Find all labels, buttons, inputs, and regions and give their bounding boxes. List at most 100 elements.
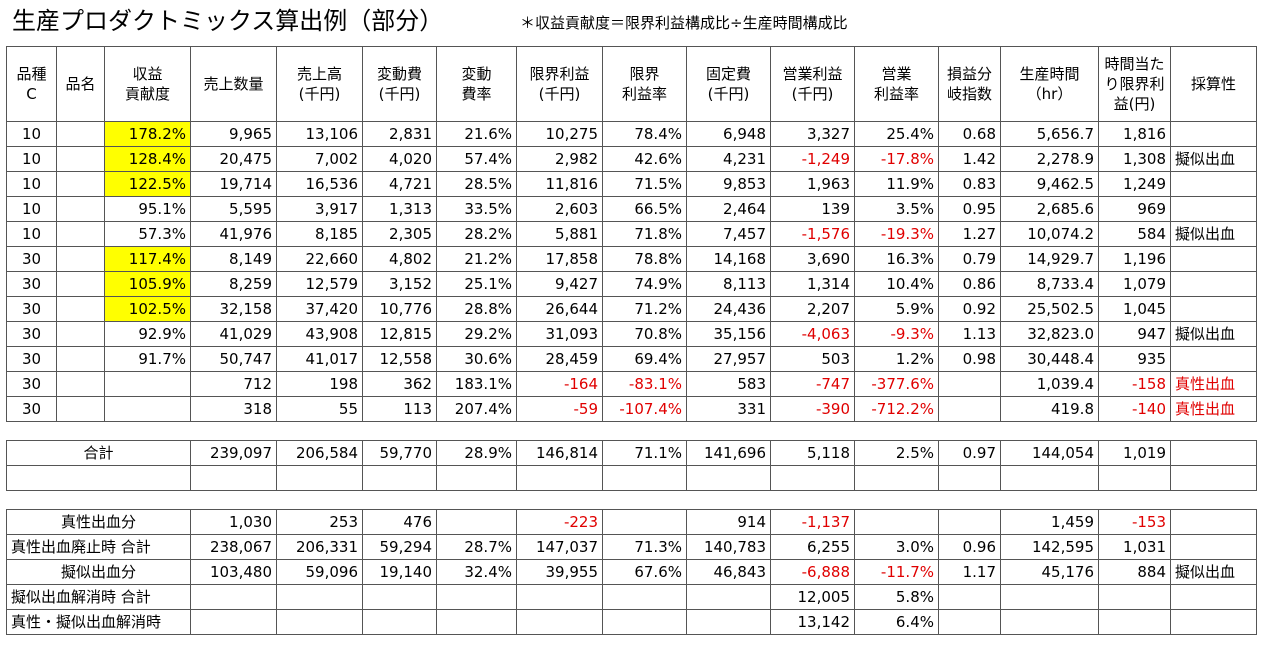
table-cell <box>1170 296 1257 322</box>
spacer-row <box>7 422 1257 441</box>
table-cell: 206,584 <box>276 440 363 466</box>
table-cell: 1,079 <box>1098 271 1171 297</box>
table-cell: 30 <box>6 321 57 347</box>
table-cell: 41,029 <box>190 321 277 347</box>
table-cell: 1,045 <box>1098 296 1171 322</box>
table-cell: 13,142 <box>770 609 855 635</box>
table-cell: 25,502.5 <box>1000 296 1099 322</box>
table-cell <box>56 246 105 272</box>
column-header: 生産時間 （hr） <box>1000 46 1099 122</box>
table-cell: 39,955 <box>516 559 603 585</box>
summary-label: 真性出血廃止時 合計 <box>6 534 191 560</box>
table-cell <box>770 465 855 491</box>
table-cell: 21.2% <box>436 246 517 272</box>
table-cell: 33.5% <box>436 196 517 222</box>
table-cell: 55 <box>276 396 363 422</box>
table-row: 10 95.1% 5,595 3,917 1,313 33.5% 2,603 66.5% 2,4… <box>6 196 1257 222</box>
table-cell: 12,815 <box>362 321 437 347</box>
table-cell: -712.2% <box>854 396 939 422</box>
table-cell: 19,140 <box>362 559 437 585</box>
column-header: 品名 <box>56 46 105 122</box>
contribution-cell: 105.9% <box>104 271 191 297</box>
contribution-cell: 122.5% <box>104 171 191 197</box>
table-cell: 28.2% <box>436 221 517 247</box>
table-cell: -158 <box>1098 371 1171 397</box>
table-cell <box>56 196 105 222</box>
table-cell: 1,039.4 <box>1000 371 1099 397</box>
table-cell: -83.1% <box>602 371 687 397</box>
table-cell <box>56 396 105 422</box>
table-cell <box>190 609 277 635</box>
table-cell: 1,459 <box>1000 509 1099 535</box>
table-cell: 2,603 <box>516 196 603 222</box>
table-cell: 30,448.4 <box>1000 346 1099 372</box>
table-cell <box>686 584 771 610</box>
table-cell: 1,030 <box>190 509 277 535</box>
table-cell: 198 <box>276 371 363 397</box>
table-cell: 3.5% <box>854 196 939 222</box>
table-cell: 30 <box>6 396 57 422</box>
table-cell: 5,656.7 <box>1000 121 1099 147</box>
table-cell <box>686 609 771 635</box>
total-label: 合計 <box>6 440 191 466</box>
table-cell: -107.4% <box>602 396 687 422</box>
table-cell: 183.1% <box>436 371 517 397</box>
table-cell <box>1170 509 1257 535</box>
table-cell: 0.95 <box>938 196 1001 222</box>
table-cell: 103,480 <box>190 559 277 585</box>
table-row: 30 318 55 113 207.4% -59 -107.4% 331 -390 -712.2%… <box>6 396 1257 422</box>
table-cell: 4,721 <box>362 171 437 197</box>
contribution-cell: 102.5% <box>104 296 191 322</box>
table-row: 30 712 198 362 183.1% -164 -83.1% 583 -747 -377.6… <box>6 371 1257 397</box>
table-cell: 45,176 <box>1000 559 1099 585</box>
table-cell <box>362 609 437 635</box>
table-cell: 331 <box>686 396 771 422</box>
column-header: 品種 C <box>6 46 57 122</box>
table-row: 30 91.7% 50,747 41,017 12,558 30.6% 28,459 69.4… <box>6 346 1257 372</box>
table-cell: 25.4% <box>854 121 939 147</box>
table-cell: 78.8% <box>602 246 687 272</box>
table-cell <box>56 271 105 297</box>
table-cell <box>938 396 1001 422</box>
column-header: 営業利益 (千円) <box>770 46 855 122</box>
table-cell: 3,327 <box>770 121 855 147</box>
table-row: 30 92.9% 41,029 43,908 12,815 29.2% 31,093 70.8… <box>6 321 1257 347</box>
table-cell: -153 <box>1098 509 1171 535</box>
table-cell <box>516 609 603 635</box>
table-cell: -1,137 <box>770 509 855 535</box>
page-title: 生産プロダクトミックス算出例（部分） <box>12 7 444 35</box>
table-cell: 884 <box>1098 559 1171 585</box>
table-cell: 144,054 <box>1000 440 1099 466</box>
table-cell: 擬似出血 <box>1170 221 1257 247</box>
table-cell <box>1170 465 1257 491</box>
table-cell: 28,459 <box>516 346 603 372</box>
table-cell: 30 <box>6 246 57 272</box>
table-cell: 17,858 <box>516 246 603 272</box>
contribution-cell: 91.7% <box>104 346 191 372</box>
column-header: 変動 費率 <box>436 46 517 122</box>
table-cell: -11.7% <box>854 559 939 585</box>
table-cell <box>1170 246 1257 272</box>
table-cell <box>602 584 687 610</box>
table-cell <box>938 465 1001 491</box>
column-header: 限界利益 (千円) <box>516 46 603 122</box>
table-cell: 1,313 <box>362 196 437 222</box>
table-cell: -377.6% <box>854 371 939 397</box>
table-cell: 擬似出血 <box>1170 146 1257 172</box>
summary-row: 真性出血廃止時 合計 238,067 206,331 59,294 28.7% 147,0… <box>6 534 1257 560</box>
table-cell: 32,823.0 <box>1000 321 1099 347</box>
table-cell: 10 <box>6 196 57 222</box>
table-cell <box>1170 609 1257 635</box>
table-cell: 30 <box>6 371 57 397</box>
table-cell: 2.5% <box>854 440 939 466</box>
table-cell: 10,074.2 <box>1000 221 1099 247</box>
table-cell: 1,249 <box>1098 171 1171 197</box>
table-cell <box>602 509 687 535</box>
contribution-cell <box>104 371 191 397</box>
table-cell: 7,457 <box>686 221 771 247</box>
total-row: 合計 239,097 206,584 59,770 28.9% 146,814 71.1% 1… <box>6 440 1257 466</box>
contribution-cell <box>104 396 191 422</box>
table-row: 10 57.3% 41,976 8,185 2,305 28.2% 5,881 71.8% 7,… <box>6 221 1257 247</box>
table-cell: -6,888 <box>770 559 855 585</box>
table-cell: 140,783 <box>686 534 771 560</box>
